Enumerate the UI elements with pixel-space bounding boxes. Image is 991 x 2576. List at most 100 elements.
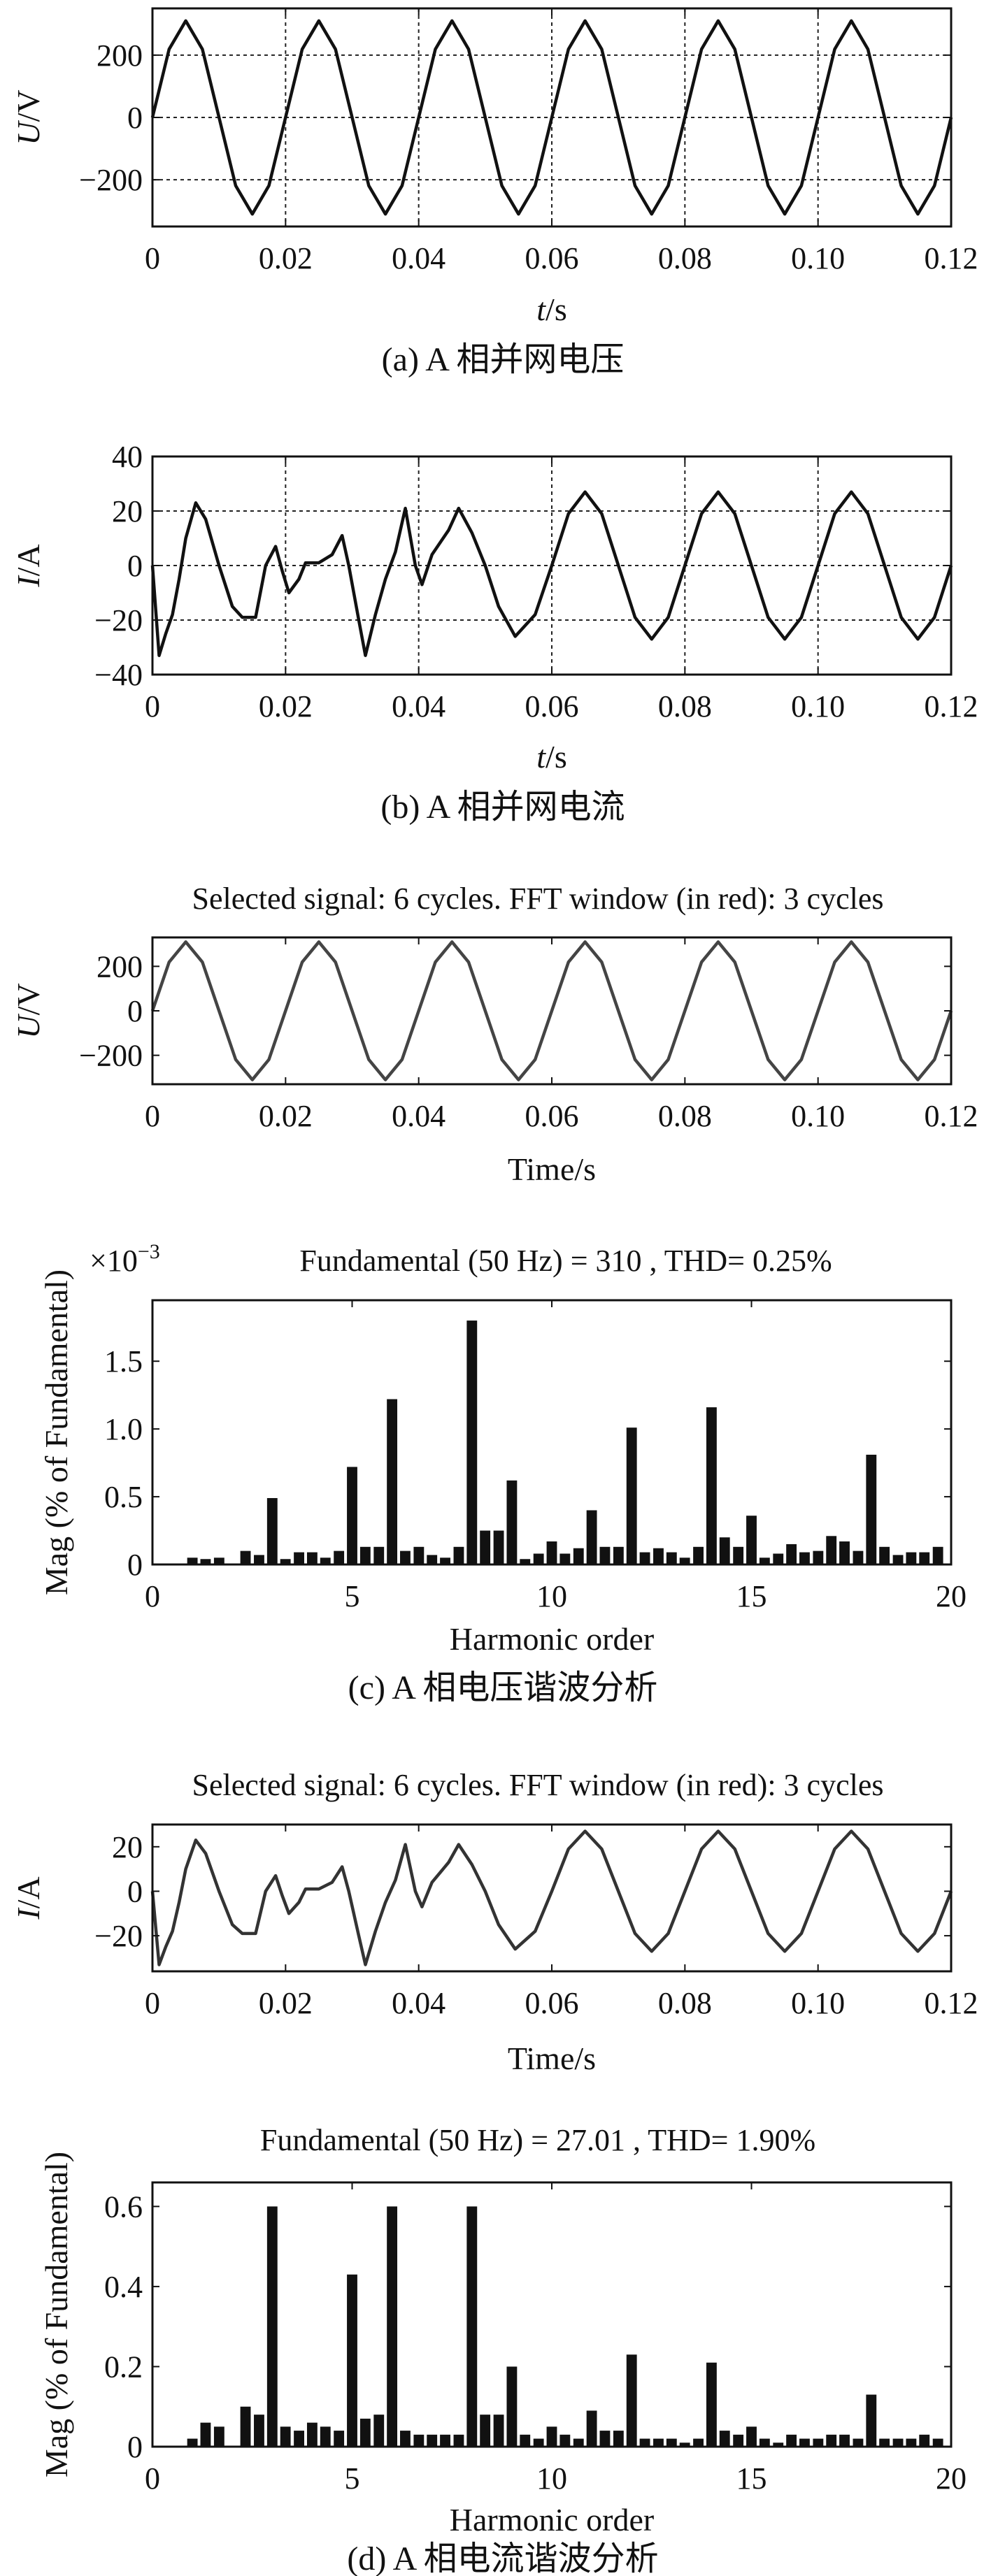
scale-multiplier: ×10−3 bbox=[90, 1240, 160, 1278]
bar bbox=[427, 2434, 438, 2447]
x-axis-label: t/s bbox=[536, 739, 566, 775]
y-tick-label: 200 bbox=[97, 949, 143, 984]
y-tick-label: 200 bbox=[97, 38, 143, 73]
bar bbox=[187, 2438, 198, 2447]
bar bbox=[653, 1548, 664, 1564]
bar bbox=[546, 1541, 557, 1564]
bar bbox=[559, 2434, 571, 2447]
bar bbox=[813, 2438, 824, 2447]
x-tick-label: 0.06 bbox=[525, 689, 579, 724]
y-tick-label: −40 bbox=[94, 658, 143, 692]
bar bbox=[400, 1550, 411, 1564]
x-tick-label: 0.10 bbox=[791, 689, 845, 724]
bar bbox=[387, 1399, 398, 1564]
x-tick-label: 0 bbox=[145, 1099, 160, 1133]
bar bbox=[719, 2431, 730, 2447]
bar bbox=[466, 2206, 478, 2447]
x-tick-label: 0.02 bbox=[259, 241, 313, 275]
y-tick-label: −20 bbox=[94, 603, 143, 638]
bar bbox=[853, 1550, 864, 1564]
bar bbox=[480, 2415, 491, 2447]
bar bbox=[294, 2431, 304, 2447]
x-tick-label: 0.12 bbox=[925, 689, 978, 724]
x-axis-label: Time/s bbox=[508, 2041, 596, 2076]
chart-title: Selected signal: 6 cycles. FFT window (i… bbox=[192, 1768, 884, 1802]
bar bbox=[786, 2434, 797, 2447]
bar bbox=[520, 1559, 531, 1564]
bar bbox=[746, 2426, 757, 2447]
bar bbox=[706, 1407, 717, 1564]
bar bbox=[347, 1467, 357, 1564]
x-tick-label: 0.02 bbox=[259, 689, 313, 724]
chart-title: Fundamental (50 Hz) = 310 , THD= 0.25% bbox=[299, 1244, 832, 1278]
y-tick-label: 0.6 bbox=[104, 2189, 143, 2224]
bar bbox=[773, 1553, 784, 1564]
bar bbox=[853, 2438, 864, 2447]
y-tick-label: −200 bbox=[79, 1039, 143, 1073]
bar bbox=[879, 2438, 890, 2447]
bar bbox=[639, 1552, 650, 1564]
bar bbox=[719, 1537, 730, 1564]
bar bbox=[693, 2438, 704, 2447]
bar bbox=[320, 2426, 331, 2447]
bar bbox=[306, 1552, 318, 1564]
bar bbox=[506, 2366, 518, 2447]
bar bbox=[493, 1530, 504, 1564]
x-tick-label: 10 bbox=[536, 1579, 567, 1613]
bar bbox=[453, 1546, 464, 1564]
bar bbox=[586, 2410, 597, 2447]
bar bbox=[200, 1559, 211, 1564]
x-tick-label: 5 bbox=[345, 1579, 360, 1613]
x-tick-label: 0.06 bbox=[525, 1986, 579, 2020]
y-tick-label: 0.4 bbox=[104, 2270, 143, 2304]
y-tick-label: 0.2 bbox=[104, 2350, 143, 2384]
bar bbox=[440, 2434, 450, 2447]
x-tick-label: 0.08 bbox=[658, 1099, 712, 1133]
bar bbox=[533, 2438, 544, 2447]
bar bbox=[773, 2442, 784, 2447]
bar bbox=[240, 1550, 251, 1564]
x-tick-label: 0 bbox=[145, 689, 160, 724]
bar bbox=[919, 2434, 930, 2447]
series-line bbox=[150, 490, 953, 657]
figure-caption: (a) A 相并网电压 bbox=[382, 341, 625, 378]
bar bbox=[254, 1555, 264, 1564]
y-axis-label: U/V bbox=[10, 983, 46, 1038]
bar bbox=[932, 2438, 943, 2447]
y-tick-label: −200 bbox=[79, 163, 143, 197]
chart-a: 0 0.02 0.04 0.06 0.08 0.10 0.12 −200 0 200 t/s U/V (… bbox=[10, 7, 978, 378]
bar bbox=[413, 1546, 425, 1564]
bar bbox=[373, 1546, 385, 1564]
bar bbox=[626, 2354, 637, 2447]
bar bbox=[879, 1546, 890, 1564]
bar bbox=[826, 2434, 837, 2447]
bar bbox=[400, 2431, 411, 2447]
x-tick-label: 0.12 bbox=[925, 1986, 978, 2020]
bar bbox=[240, 2406, 251, 2447]
bar bbox=[639, 2438, 650, 2447]
y-tick-label: 1.0 bbox=[104, 1412, 143, 1446]
bar bbox=[706, 2362, 717, 2447]
x-tick-label: 0.10 bbox=[791, 1986, 845, 2020]
x-tick-label: 10 bbox=[536, 2461, 567, 2496]
bar bbox=[359, 2418, 371, 2447]
x-tick-label: 0.12 bbox=[925, 241, 978, 275]
chart-title: Fundamental (50 Hz) = 27.01 , THD= 1.90% bbox=[260, 2123, 815, 2157]
bar bbox=[906, 1552, 917, 1564]
bar bbox=[693, 1546, 704, 1564]
x-tick-label: 0.08 bbox=[658, 1986, 712, 2020]
x-tick-label: 0.04 bbox=[392, 1986, 445, 2020]
x-tick-label: 20 bbox=[936, 1579, 967, 1613]
bar bbox=[573, 2438, 584, 2447]
bar bbox=[387, 2206, 398, 2447]
bar bbox=[932, 1546, 943, 1564]
bar bbox=[266, 1498, 278, 1564]
y-tick-label: −20 bbox=[94, 1919, 143, 1953]
figure-caption: (d) A 相电流谐波分析 bbox=[347, 2540, 658, 2576]
bar bbox=[546, 2426, 557, 2447]
bar bbox=[586, 1510, 597, 1564]
x-tick-label: 15 bbox=[736, 1579, 767, 1613]
bar bbox=[613, 1546, 624, 1564]
x-tick-label: 0.08 bbox=[658, 689, 712, 724]
bar bbox=[919, 1552, 930, 1564]
